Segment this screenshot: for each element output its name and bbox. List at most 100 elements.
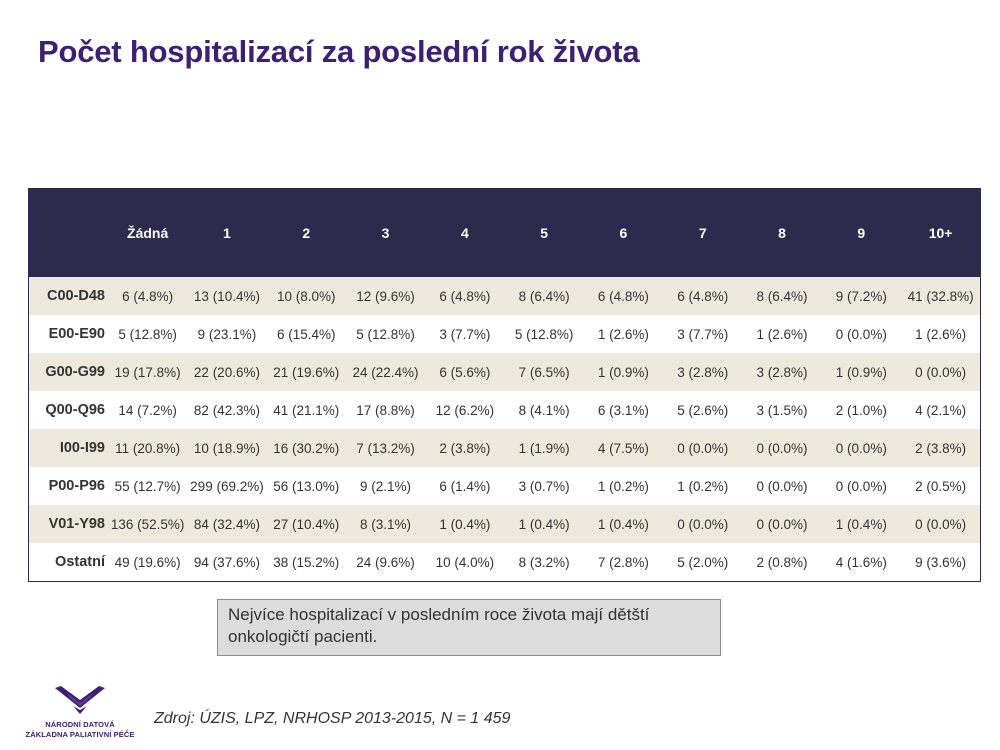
table-cell: 8 (3.2%) (518, 554, 570, 570)
table-cell: 7 (6.5%) (518, 364, 570, 380)
logo-text-line2: ZÁKLADNA PALIATIVNÍ PÉČE (25, 730, 135, 739)
table-cell: 3 (0.7%) (518, 478, 570, 494)
row-label: I00-I99 (59, 440, 105, 456)
row-label: Q00-Q96 (45, 402, 105, 418)
table-cell: 11 (20.8%) (115, 440, 181, 456)
table-cell: 6 (4.8%) (597, 288, 649, 304)
table-cell: 6 (4.8%) (122, 288, 174, 304)
column-header: 4 (460, 225, 469, 241)
table-cell: 8 (4.1%) (518, 402, 570, 418)
table-row: C00-D48 6 (4.8%) 13 (10.4%) 10 (8.0%) 12 (9.… (29, 277, 981, 315)
table-cell: 1 (1.9%) (518, 440, 570, 456)
table-cell: 1 (2.6%) (756, 326, 808, 342)
table-cell: 5 (2.0%) (677, 554, 729, 570)
table-cell: 3 (2.8%) (756, 364, 808, 380)
table-cell: 6 (4.8%) (439, 288, 491, 304)
table-cell: 1 (0.2%) (677, 478, 729, 494)
table-cell: 6 (5.6%) (439, 364, 491, 380)
table-cell: 41 (32.8%) (907, 288, 974, 304)
table-cell: 82 (42.3%) (193, 402, 260, 418)
table-cell: 136 (52.5%) (110, 516, 185, 532)
slide-title: Počet hospitalizací za poslední rok živo… (38, 34, 640, 69)
table-cell: 7 (13.2%) (356, 440, 415, 456)
table-row: P00-P96 55 (12.7%) 299 (69.2%) 56 (13.0%) 9 … (29, 467, 981, 505)
table-cell: 9 (3.6%) (915, 554, 967, 570)
table-cell: 10 (18.9%) (193, 440, 260, 456)
table-cell: 27 (10.4%) (273, 516, 340, 532)
table-cell: 4 (2.1%) (915, 402, 967, 418)
table-cell: 16 (30.2%) (273, 440, 340, 456)
column-header: 10+ (928, 225, 953, 241)
row-label: E00-E90 (48, 326, 105, 342)
column-header: 3 (381, 225, 390, 241)
table-cell: 2 (0.8%) (756, 554, 808, 570)
table-cell: 12 (9.6%) (356, 288, 415, 304)
table-cell: 10 (8.0%) (276, 288, 336, 304)
table-cell: 4 (1.6%) (835, 554, 887, 570)
row-label: V01-Y98 (48, 516, 105, 532)
table-row: E00-E90 5 (12.8%) 9 (23.1%) 6 (15.4%) 5 (12.… (29, 315, 981, 353)
table-cell: 2 (3.8%) (439, 440, 491, 456)
table-cell: 8 (3.1%) (360, 516, 412, 532)
table-cell: 2 (0.5%) (915, 478, 967, 494)
table-cell: 55 (12.7%) (114, 478, 181, 494)
logo: NÁRODNÍ DATOVÁ ZÁKLADNA PALIATIVNÍ PÉČE (18, 684, 142, 744)
table-cell: 6 (4.8%) (677, 288, 729, 304)
table-cell: 3 (2.8%) (677, 364, 729, 380)
row-label: P00-P96 (48, 478, 105, 494)
table-body: C00-D48 6 (4.8%) 13 (10.4%) 10 (8.0%) 12 (9.… (29, 277, 981, 581)
table-cell: 1 (0.4%) (439, 516, 491, 532)
table-row: G00-G99 19 (17.8%) 22 (20.6%) 21 (19.6%) 24 … (29, 353, 981, 391)
table-cell: 21 (19.6%) (273, 364, 340, 380)
table-cell: 2 (3.8%) (915, 440, 967, 456)
source-note: Zdroj: ÚZIS, LPZ, NRHOSP 2013-2015, N = … (154, 710, 511, 727)
table-cell: 3 (7.7%) (439, 326, 491, 342)
table-header-row: Žádná 1 2 3 4 5 6 7 8 9 10+ (29, 189, 981, 277)
table-cell: 5 (12.8%) (514, 326, 574, 342)
column-header: 5 (540, 225, 549, 241)
table-cell: 49 (19.6%) (114, 554, 181, 570)
table-cell: 1 (0.4%) (835, 516, 887, 532)
table-cell: 5 (12.8%) (356, 326, 415, 342)
callout-box: Nejvíce hospitalizací v posledním roce ž… (217, 599, 721, 656)
column-header: 1 (223, 225, 231, 241)
table-cell: 5 (2.6%) (677, 402, 729, 418)
table-cell: 41 (21.1%) (273, 402, 340, 418)
table-cell: 3 (1.5%) (756, 402, 808, 418)
header-corner (29, 189, 108, 277)
column-header: 9 (857, 225, 866, 241)
table-cell: 94 (37.6%) (193, 554, 260, 570)
column-header: 8 (778, 225, 786, 241)
hospitalization-table: Žádná 1 2 3 4 5 6 7 8 9 10+ C00-D48 6 (4.8%) 13 (10.… (28, 188, 981, 582)
table-cell: 1 (0.9%) (835, 364, 887, 380)
table-cell: 1 (0.2%) (597, 478, 649, 494)
table-cell: 6 (1.4%) (439, 478, 491, 494)
table-cell: 0 (0.0%) (756, 478, 808, 494)
table-cell: 9 (2.1%) (360, 478, 412, 494)
table-cell: 22 (20.6%) (193, 364, 260, 380)
table-cell: 9 (23.1%) (197, 326, 257, 342)
table-row: V01-Y98 136 (52.5%) 84 (32.4%) 27 (10.4%) 8 … (29, 505, 981, 543)
table-cell: 6 (15.4%) (276, 326, 336, 342)
table-cell: 0 (0.0%) (756, 440, 808, 456)
table-cell: 38 (15.2%) (273, 554, 340, 570)
table-cell: 1 (2.6%) (915, 326, 967, 342)
row-label: G00-G99 (45, 364, 105, 380)
table-cell: 0 (0.0%) (677, 516, 729, 532)
table-cell: 56 (13.0%) (273, 478, 340, 494)
table-cell: 0 (0.0%) (677, 440, 729, 456)
table-cell: 0 (0.0%) (835, 478, 887, 494)
column-header: 6 (619, 225, 628, 241)
table-cell: 13 (10.4%) (193, 288, 260, 304)
table-row: I00-I99 11 (20.8%) 10 (18.9%) 16 (30.2%) 7 (… (29, 429, 981, 467)
table-cell: 0 (0.0%) (835, 326, 887, 342)
table-cell: 1 (0.4%) (597, 516, 649, 532)
table-cell: 84 (32.4%) (193, 516, 260, 532)
table-cell: 1 (0.4%) (518, 516, 570, 532)
logo-text-line1: NÁRODNÍ DATOVÁ (45, 720, 115, 729)
table-cell: 24 (9.6%) (356, 554, 415, 570)
column-header: 2 (302, 225, 311, 241)
table-cell: 9 (7.2%) (835, 288, 887, 304)
table-cell: 1 (2.6%) (597, 326, 649, 342)
table-cell: 4 (7.5%) (597, 440, 649, 456)
